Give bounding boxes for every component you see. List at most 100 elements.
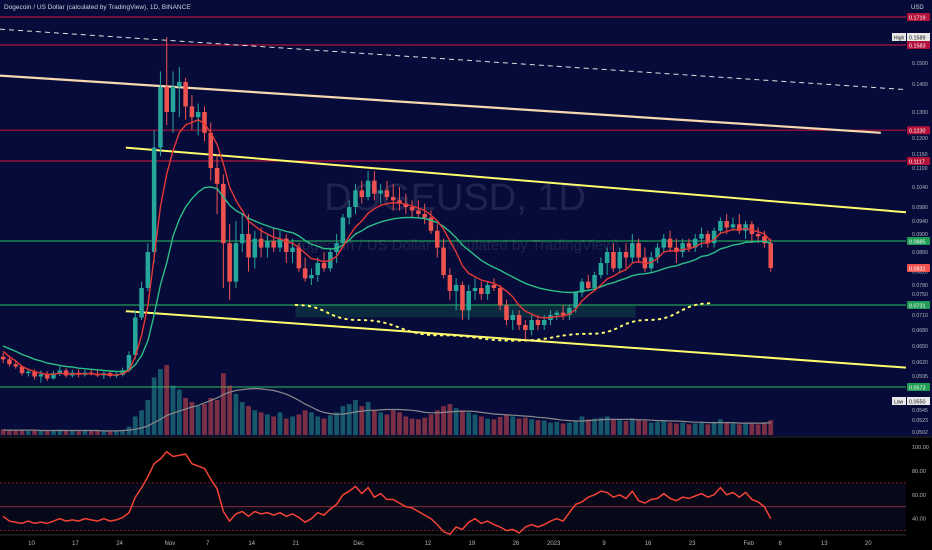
candle-body (762, 236, 767, 244)
candle-body (699, 234, 704, 239)
candle-body (541, 320, 547, 325)
candle (623, 243, 629, 269)
volume-bar (76, 431, 82, 435)
candle-body (51, 373, 56, 379)
trendline-upper-solid (0, 74, 881, 134)
marker-low-box (892, 397, 906, 405)
candle-body (567, 307, 572, 315)
candle-body (32, 371, 37, 377)
marker-high-box (892, 33, 906, 41)
candle-body (170, 86, 176, 112)
candle-body (233, 243, 239, 282)
volume-bar (567, 422, 572, 435)
volume-bar (220, 373, 226, 435)
candle-body (497, 288, 503, 306)
candle-body (730, 224, 736, 228)
volume-bar (114, 430, 119, 435)
volume-bar (573, 420, 579, 435)
volume-bar (227, 385, 233, 435)
candle (510, 310, 516, 330)
last-price-tag-box (907, 264, 930, 272)
candle (617, 247, 622, 272)
volume-bar (353, 400, 358, 435)
candle-body (604, 252, 610, 264)
volume-bar (69, 430, 75, 435)
volume-bar (642, 420, 648, 435)
level-tag-label: 0.1719 (909, 15, 926, 21)
time-tick-label: 13 (821, 541, 828, 547)
volume-bar (151, 377, 157, 435)
volume-bar (611, 419, 616, 435)
price-tick-label: 0.1100 (912, 166, 928, 172)
candle (214, 154, 220, 214)
volume-bar (371, 410, 377, 435)
volume-bar (472, 414, 478, 435)
volume-bar (44, 430, 50, 435)
volume-bar (164, 365, 170, 435)
volume-bar (617, 420, 623, 435)
rsi-tick-label: 100.00 (912, 445, 929, 451)
price-tick-label: 0.0523 (912, 418, 928, 424)
volume-bar (170, 385, 176, 435)
rsi-line (2, 450, 772, 536)
volume-bar (529, 419, 535, 435)
volume-bar (585, 419, 591, 435)
volume-bar (409, 418, 415, 435)
candle-body (208, 132, 214, 168)
volume-bar (447, 404, 453, 435)
candle (705, 230, 711, 248)
volume-bar (667, 422, 673, 435)
volume-bar (271, 416, 277, 435)
volume-bar (340, 406, 346, 435)
candle (667, 230, 673, 252)
candle (397, 187, 402, 211)
volume-bar (592, 418, 597, 435)
volume-bar (397, 412, 402, 435)
trendline-channel-top (125, 146, 907, 214)
volume-bar (598, 417, 604, 435)
volume-bar (239, 402, 245, 435)
time-tick-label: 9 (602, 541, 606, 547)
candle (26, 369, 31, 377)
volume-bar (661, 421, 667, 435)
volume-bar (315, 416, 321, 435)
candle (409, 200, 415, 218)
candle-body (13, 364, 18, 367)
candle-body (573, 292, 578, 308)
candle (63, 368, 69, 378)
volume-bar (384, 414, 390, 435)
candle-body (422, 214, 427, 218)
time-tick-label: Nov (165, 541, 176, 547)
candle (177, 67, 182, 118)
candle (491, 278, 497, 291)
candle (384, 180, 390, 201)
candle (252, 230, 258, 269)
candle-body (372, 180, 377, 194)
volume-bar (416, 419, 421, 435)
candle (378, 183, 383, 204)
candle (743, 221, 748, 239)
rsi-tick-label: 60.00 (912, 493, 926, 499)
candle-body (441, 247, 446, 275)
candle (523, 320, 528, 341)
volume-bar (560, 423, 566, 435)
time-tick-label: 12 (424, 541, 431, 547)
candle-body (686, 243, 692, 248)
candle-body (453, 285, 459, 291)
volume-bar (233, 393, 239, 435)
candle (598, 257, 604, 279)
candle-body (177, 81, 182, 87)
candle (170, 71, 176, 133)
candle-body (227, 243, 232, 282)
volume-bar (309, 412, 314, 435)
volume-bar (214, 400, 220, 435)
volume-bar (686, 424, 692, 435)
volume-bar (107, 430, 113, 435)
level-tag-box (907, 383, 930, 391)
candle (711, 227, 717, 248)
volume-bar (648, 422, 654, 435)
level-tag-label: 0.0731 (909, 303, 926, 309)
candle (479, 281, 484, 300)
trendline-upper-dashed (0, 28, 907, 91)
